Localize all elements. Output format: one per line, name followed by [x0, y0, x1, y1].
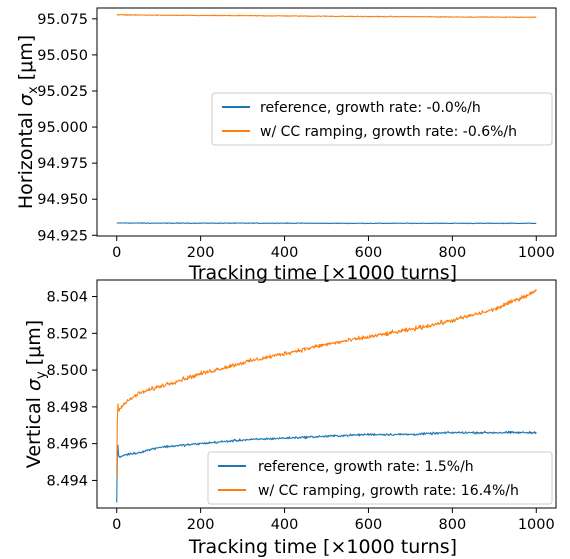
- top-plot-frame: [96, 7, 557, 237]
- bottom-y-tick-label: 8.494: [46, 473, 88, 489]
- bottom-x-tick-label: 200: [187, 517, 215, 533]
- top-y-tick-label: 95.025: [37, 84, 88, 100]
- bottom-legend-label-reference: reference, growth rate: 1.5%/h: [258, 459, 474, 475]
- bottom-x-tick-label: 800: [439, 517, 467, 533]
- top-x-axis-label: Tracking time [×1000 turns]: [188, 262, 457, 284]
- bottom-series-group: [116, 288, 537, 503]
- bottom-x-axis-label: Tracking time [×1000 turns]: [188, 536, 457, 558]
- top-x-tick-label: 400: [271, 245, 299, 261]
- top-x-tick-label: 1000: [518, 245, 555, 261]
- top-y-tick-label: 95.050: [37, 48, 88, 64]
- bottom-x-tick-label: 400: [271, 517, 299, 533]
- bottom-series-line-cc-ramping: [116, 288, 537, 477]
- bottom-legend-box: [207, 451, 553, 505]
- top-legend-box: [211, 92, 553, 146]
- top-legend-label-reference: reference, growth rate: -0.0%/h: [260, 100, 481, 116]
- top-series-line-reference: [116, 222, 537, 225]
- bottom-legend-label-cc-ramping: w/ CC ramping, growth rate: 16.4%/h: [258, 483, 519, 499]
- top-x-tick-label: 600: [355, 245, 383, 261]
- top-series-line-cc-ramping: [116, 13, 537, 19]
- top-y-tick-label: 94.925: [37, 228, 88, 244]
- bottom-x-tick-label: 600: [355, 517, 383, 533]
- top-y-tick-label: 94.975: [37, 156, 88, 172]
- bottom-y-tick-label: 8.496: [46, 437, 88, 453]
- bottom-y-axis-label: Vertical σy [μm]: [23, 320, 49, 468]
- bottom-y-tick-label: 8.504: [46, 290, 88, 306]
- bottom-plot-frame: [96, 279, 557, 509]
- top-ticks: 0 200 400 600 800 1000 94.925 94.950 94.975 95.00…: [37, 12, 554, 261]
- bottom-x-tick-label: 1000: [518, 517, 555, 533]
- bottom-y-tick-label: 8.502: [46, 326, 88, 342]
- top-x-tick-label: 200: [187, 245, 215, 261]
- top-x-tick-label: 0: [112, 245, 121, 261]
- bottom-y-tick-label: 8.498: [46, 400, 88, 416]
- bottom-panel-vertical-sigma: 0 200 400 600 800 1000 8.494 8.496 8.498 8.500 8.5…: [23, 279, 557, 558]
- top-x-tick-label: 800: [439, 245, 467, 261]
- top-legend: reference, growth rate: -0.0%/h w/ CC ra…: [211, 92, 553, 146]
- top-panel-horizontal-sigma: 0 200 400 600 800 1000 94.925 94.950 94.975 95.00…: [15, 7, 557, 284]
- top-y-tick-label: 95.000: [37, 120, 88, 136]
- top-y-tick-label: 94.950: [37, 192, 88, 208]
- bottom-y-tick-label: 8.500: [46, 363, 88, 379]
- bottom-legend: reference, growth rate: 1.5%/h w/ CC ram…: [207, 451, 553, 505]
- bottom-ticks: 0 200 400 600 800 1000 8.494 8.496 8.498 8.500 8.5…: [46, 290, 554, 533]
- top-y-axis-label: Horizontal σx [μm]: [15, 35, 41, 209]
- top-series-group: [116, 13, 537, 225]
- bottom-x-tick-label: 0: [112, 517, 121, 533]
- top-y-tick-label: 95.075: [37, 12, 88, 28]
- top-legend-label-cc-ramping: w/ CC ramping, growth rate: -0.6%/h: [260, 124, 517, 140]
- bottom-series-line-reference: [116, 430, 537, 503]
